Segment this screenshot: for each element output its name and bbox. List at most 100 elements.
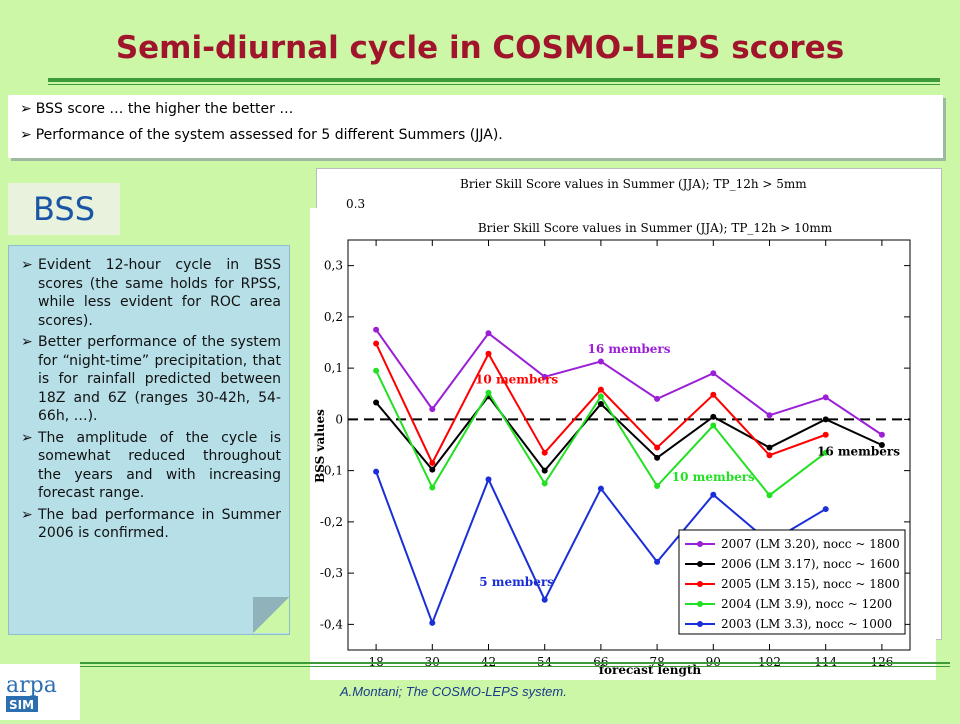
data-point xyxy=(654,558,661,565)
left-bullet-text: Evident 12-hour cycle in BSS scores (the… xyxy=(38,257,281,329)
top-bullet-text: BSS score … the higher the better … xyxy=(35,101,294,117)
y-tick-label: -0,4 xyxy=(320,617,344,631)
data-point xyxy=(710,491,717,498)
left-bullet-text: The bad performance in Summer 2006 is co… xyxy=(38,506,281,542)
data-point xyxy=(373,367,380,374)
y-tick-label: -0,3 xyxy=(320,566,343,580)
data-point xyxy=(373,468,380,475)
data-point xyxy=(822,394,829,401)
left-bullet-panel: ➢ Evident 12-hour cycle in BSS scores (th… xyxy=(8,245,290,635)
series-annotation: 16 members xyxy=(587,342,670,356)
data-point xyxy=(766,492,773,499)
data-point xyxy=(654,454,661,461)
y-axis-label: BSS values xyxy=(313,409,327,483)
data-point xyxy=(541,373,548,380)
left-bullet-text: Better performance of the system for “ni… xyxy=(38,334,281,424)
section-label: BSS xyxy=(8,183,120,235)
data-point xyxy=(541,449,548,456)
data-point xyxy=(710,370,717,377)
logo-text: arpa xyxy=(6,673,57,698)
series-annotation: 10 members xyxy=(475,373,558,387)
logo-badge xyxy=(6,696,38,712)
data-point xyxy=(429,406,436,413)
left-bullet: ➢ Evident 12-hour cycle in BSS scores (th… xyxy=(21,256,281,330)
chart-title: Brier Skill Score values in Summer (JJA)… xyxy=(478,221,833,235)
legend-label: 2003 (LM 3.3), nocc ~ 1000 xyxy=(721,617,892,631)
series-annotation: 10 members xyxy=(672,470,755,484)
slide-title: Semi-diurnal cycle in COSMO-LEPS scores xyxy=(115,30,845,66)
legend-label: 2004 (LM 3.9), nocc ~ 1200 xyxy=(721,597,892,611)
legend-label: 2006 (LM 3.17), nocc ~ 1600 xyxy=(721,557,900,571)
y-tick-label: 0,2 xyxy=(324,310,343,324)
page-fold-corner xyxy=(253,597,289,633)
legend-swatch-marker xyxy=(697,581,703,587)
arpa-logo: arpa SIM xyxy=(0,664,80,720)
data-point xyxy=(373,399,380,406)
data-point xyxy=(373,340,380,347)
top-bullet: ➢ BSS score … the higher the better … xyxy=(20,101,293,117)
data-point xyxy=(710,422,717,429)
data-point xyxy=(654,444,661,451)
footer-text: A.Montani; The COSMO-LEPS system. xyxy=(340,684,567,699)
data-point xyxy=(654,395,661,402)
series-line xyxy=(375,394,883,473)
data-point xyxy=(541,467,548,474)
legend-swatch-marker xyxy=(697,541,703,547)
data-point xyxy=(822,431,829,438)
data-point xyxy=(485,350,492,357)
data-point xyxy=(485,476,492,483)
data-point xyxy=(654,483,661,489)
data-point xyxy=(710,413,717,420)
data-point xyxy=(541,596,548,603)
arrow-bullet-icon: ➢ xyxy=(21,506,33,523)
legend-swatch-marker xyxy=(697,621,703,627)
left-bullet-text: The amplitude of the cycle is somewhat r… xyxy=(38,429,281,502)
legend-label: 2007 (LM 3.20), nocc ~ 1800 xyxy=(721,537,900,551)
footer-rule-thin xyxy=(80,666,950,667)
data-point xyxy=(822,449,829,456)
data-point xyxy=(373,326,380,333)
data-point xyxy=(429,466,436,473)
left-bullet: ➢ The bad performance in Summer 2006 is c… xyxy=(21,506,281,543)
footer-rule xyxy=(80,662,950,664)
left-bullet: ➢ The amplitude of the cycle is somewhat … xyxy=(21,429,281,503)
y-tick-label: -0,1 xyxy=(320,464,343,478)
data-point xyxy=(541,480,548,487)
left-bullet: ➢ Better performance of the system for “n… xyxy=(21,333,281,426)
background-chart-title: Brier Skill Score values in Summer (JJA)… xyxy=(460,177,807,191)
y-tick-label: 0,1 xyxy=(324,361,343,375)
title-rule xyxy=(48,78,940,82)
data-point xyxy=(429,459,436,466)
top-bullet-box: ➢ BSS score … the higher the better … ➢ Pe… xyxy=(8,95,943,158)
logo-sim-text: SIM xyxy=(9,698,34,712)
y-tick-label: -0,2 xyxy=(320,515,343,529)
data-point xyxy=(710,391,717,398)
data-point xyxy=(822,506,829,513)
legend-swatch-marker xyxy=(697,561,703,567)
data-point xyxy=(597,386,604,393)
series-line xyxy=(375,329,883,436)
data-point xyxy=(822,416,829,423)
data-point xyxy=(597,358,604,365)
arrow-bullet-icon: ➢ xyxy=(21,257,33,273)
data-point xyxy=(485,389,492,396)
arrow-bullet-icon: ➢ xyxy=(21,334,33,350)
data-point xyxy=(597,401,604,407)
arrow-bullet-icon: ➢ xyxy=(21,429,33,446)
data-point xyxy=(766,412,773,419)
legend-label: 2005 (LM 3.15), nocc ~ 1800 xyxy=(721,577,900,591)
data-point xyxy=(429,484,436,491)
data-point xyxy=(878,442,885,448)
plot-frame xyxy=(347,239,911,651)
data-point xyxy=(766,444,773,451)
background-chart-tick: 0,3 xyxy=(346,197,366,211)
series-annotation: 5 members xyxy=(479,575,554,589)
y-tick-label: 0 xyxy=(335,412,343,426)
arrow-bullet-icon: ➢ xyxy=(20,127,32,143)
data-point xyxy=(597,485,604,492)
top-bullet-text: Performance of the system assessed for 5… xyxy=(35,127,503,143)
data-point xyxy=(878,431,885,438)
legend-swatch-marker xyxy=(697,601,703,607)
arrow-bullet-icon: ➢ xyxy=(20,101,32,117)
arpa-logo-graphic: arpa SIM xyxy=(6,673,57,712)
